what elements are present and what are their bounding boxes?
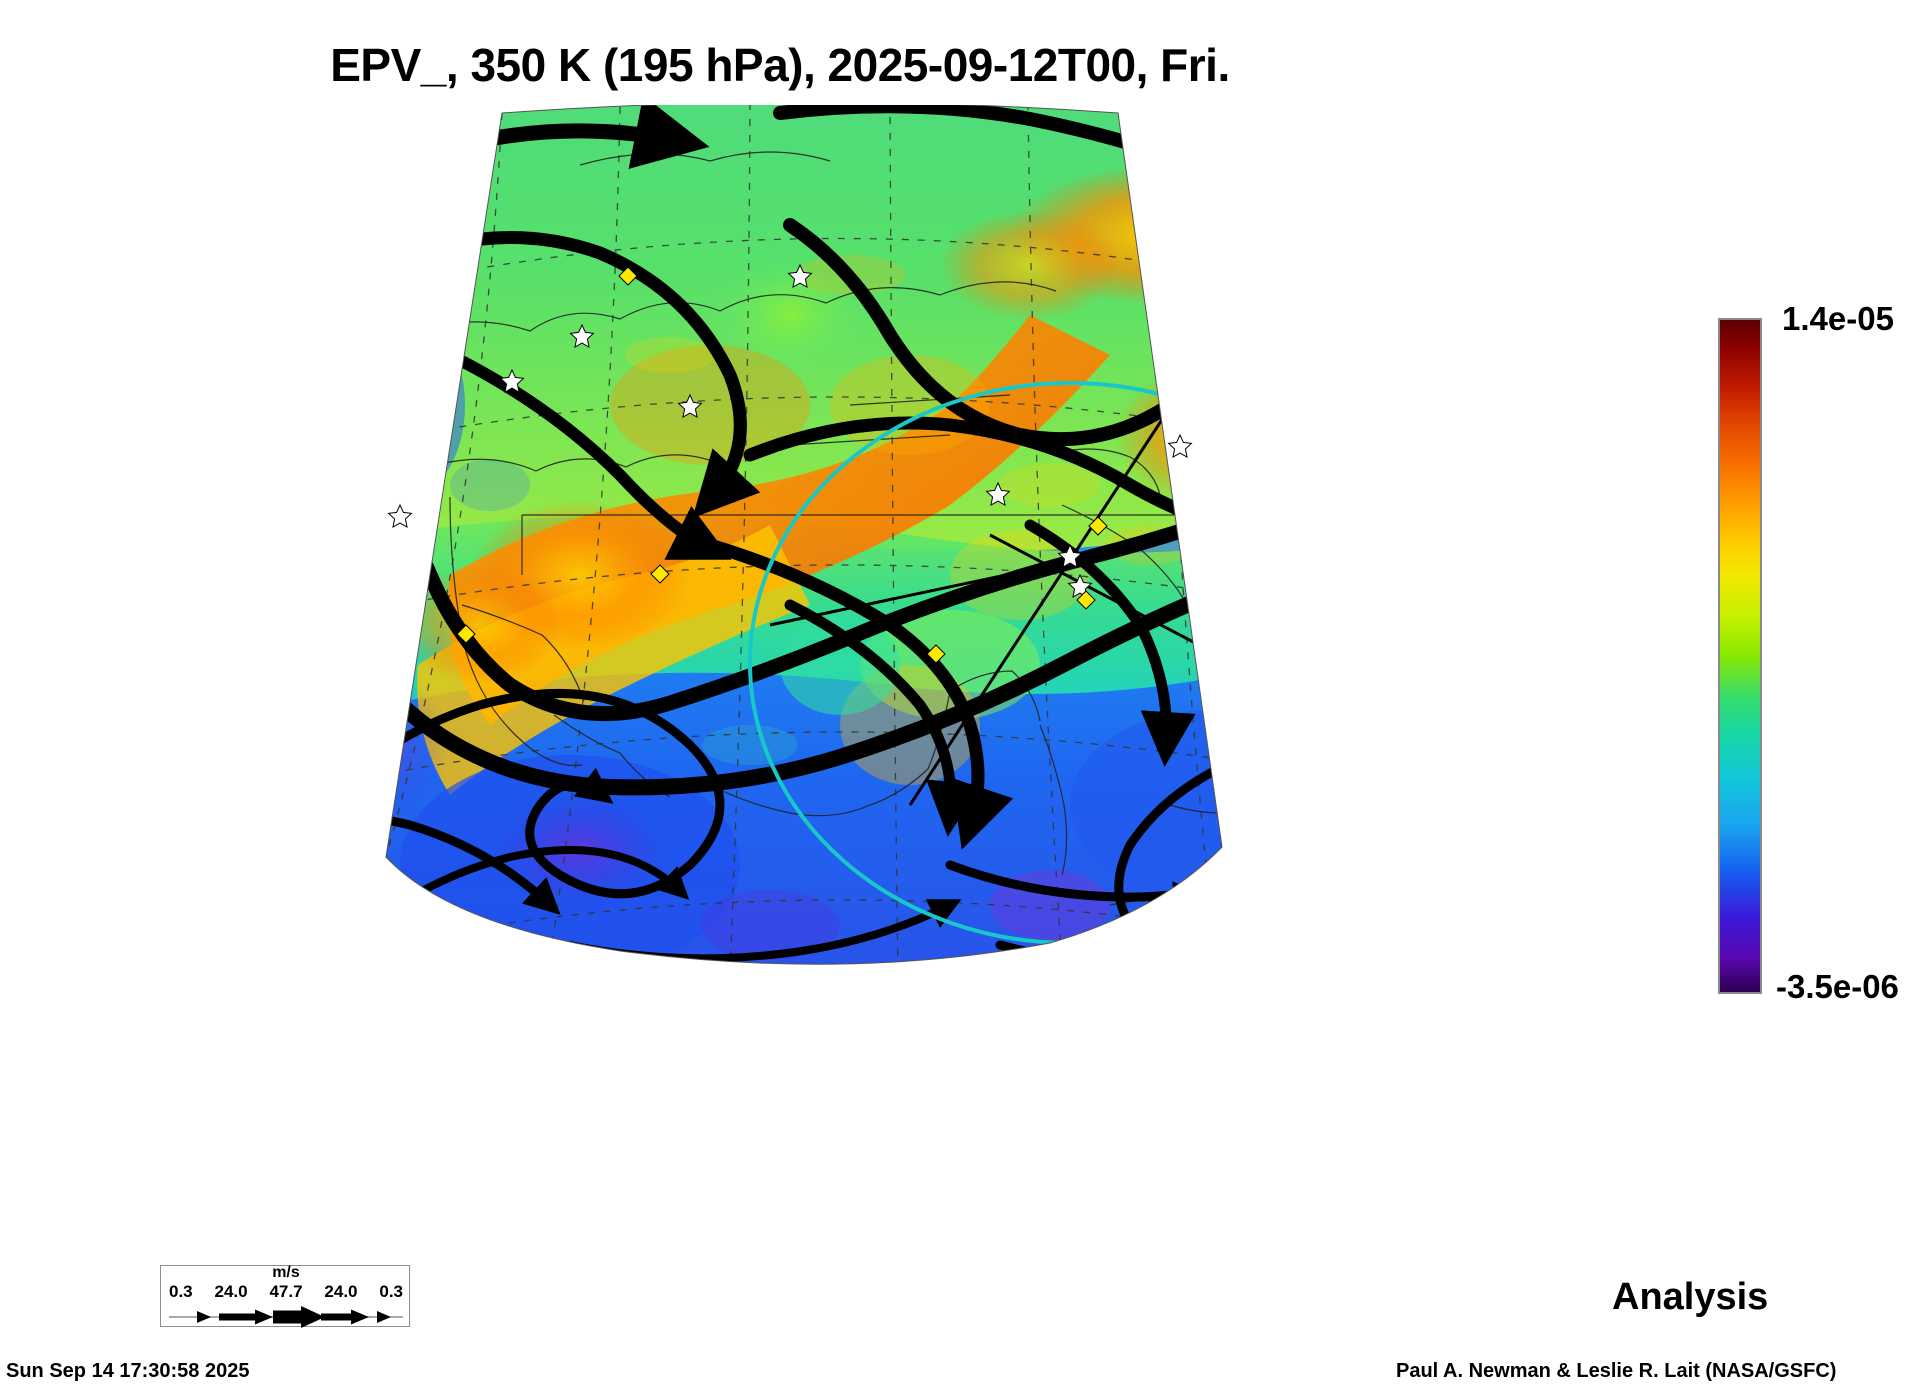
wind-legend-value-4: 24.0 [324, 1282, 358, 1301]
colorbar-max-label: 1.4e-05 [1782, 300, 1894, 337]
colorbar[interactable] [1718, 318, 1762, 994]
wind-legend-value-1: 0.3 [169, 1282, 193, 1301]
wind-legend-arrows [169, 1306, 403, 1328]
wind-legend-value-5: 0.3 [379, 1282, 403, 1301]
white-star-marker [387, 263, 1193, 598]
author-credit: Paul A. Newman & Leslie R. Lait (NASA/GS… [1396, 1360, 1837, 1382]
map-panel[interactable] [150, 105, 1470, 1005]
wind-legend-values: 0.3 24.0 47.7 24.0 0.3 [161, 1282, 411, 1302]
epv-map-svg[interactable] [150, 105, 1470, 1005]
analysis-label: Analysis [1612, 1276, 1769, 1318]
wind-legend-unit: m/s [272, 1264, 300, 1281]
wind-speed-legend: m/s 0.3 24.0 47.7 24.0 0.3 [160, 1264, 411, 1328]
page-title: EPV_, 350 K (195 hPa), 2025-09-12T00, Fr… [330, 39, 1230, 91]
yellow-diamond-marker [456, 266, 1108, 664]
map-border [385, 105, 1223, 965]
colorbar-min-label: -3.5e-06 [1776, 968, 1899, 1005]
station-markers[interactable] [387, 263, 1193, 664]
wind-legend-value-2: 24.0 [214, 1282, 248, 1301]
wind-legend-value-3: 47.7 [269, 1282, 303, 1301]
generation-timestamp: Sun Sep 14 17:30:58 2025 [6, 1360, 250, 1382]
coastlines [409, 151, 1222, 914]
map-canvas[interactable] [150, 105, 1470, 1005]
